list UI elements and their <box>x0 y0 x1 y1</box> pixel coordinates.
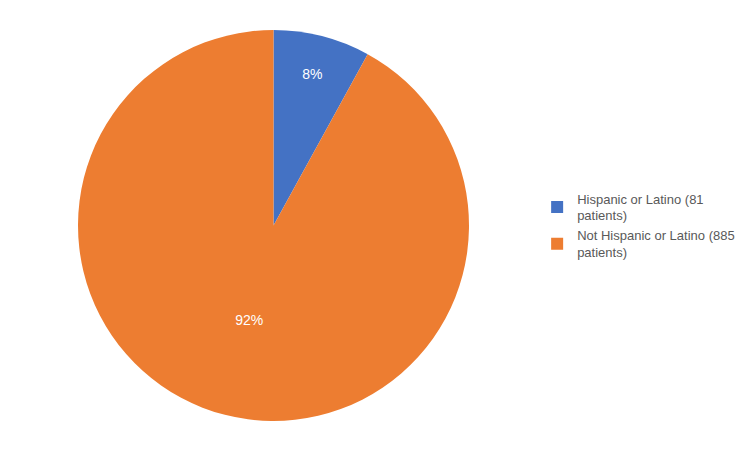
svg-text:Hispanic or Latino (81patients: Hispanic or Latino (81patients) <box>577 192 703 224</box>
svg-text:8%: 8% <box>302 66 322 82</box>
svg-text:92%: 92% <box>235 312 263 328</box>
svg-text:Not Hispanic or Latino (885pat: Not Hispanic or Latino (885patients) <box>577 228 735 260</box>
